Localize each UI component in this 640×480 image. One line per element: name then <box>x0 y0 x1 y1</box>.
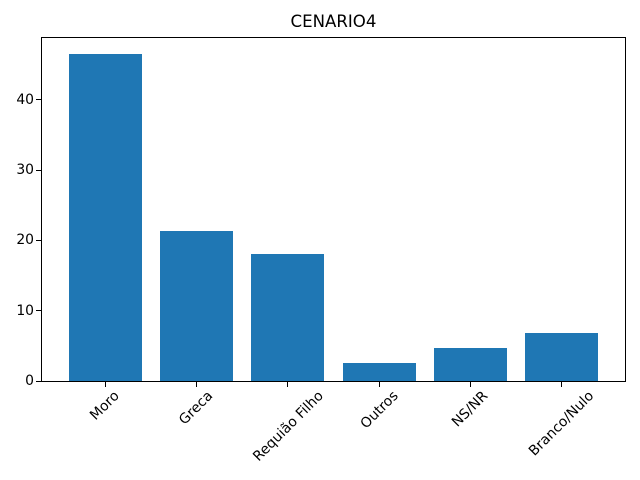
y-tick <box>36 239 41 241</box>
x-tick-label: Requião Filho <box>249 388 327 465</box>
bar-branco-nulo <box>525 332 599 381</box>
x-tick-label: Greca <box>176 388 217 429</box>
x-tick-label: Moro <box>87 388 124 424</box>
bar-ns-nr <box>434 347 508 381</box>
y-tick-label: 20 <box>16 232 34 249</box>
y-tick-label: 10 <box>16 302 34 319</box>
x-tick <box>470 382 472 387</box>
x-tick-label: Outros <box>357 388 402 433</box>
y-tick <box>36 310 41 312</box>
bar-requiao-filho <box>251 253 325 381</box>
x-tick <box>561 382 563 387</box>
y-tick-label: 0 <box>25 373 34 389</box>
x-tick <box>104 382 106 387</box>
chart-title: CENARIO4 <box>290 12 377 31</box>
x-tick <box>195 382 197 387</box>
x-tick <box>378 382 380 387</box>
x-tick-label: Branco/Nulo <box>526 388 598 460</box>
plot-area: 0 10 20 30 40 Moro Greca Requião Filho Outros NS/… <box>16 37 626 465</box>
x-tick <box>287 382 289 387</box>
y-tick <box>36 99 41 101</box>
y-tick <box>36 380 41 382</box>
bar-greca <box>159 230 233 381</box>
bar-moro <box>68 54 142 381</box>
y-tick <box>36 169 41 171</box>
y-tick-label: 30 <box>16 162 34 179</box>
bar-outros <box>342 362 416 381</box>
x-tick-label: NS/NR <box>449 388 492 431</box>
y-tick-label: 40 <box>16 91 34 108</box>
